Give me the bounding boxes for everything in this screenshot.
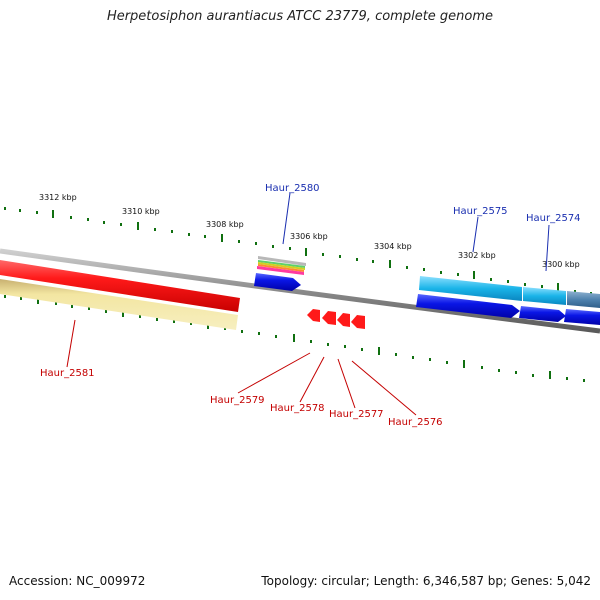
gene-label-haur-2574: Haur_2574	[526, 213, 581, 224]
genome-summary: Topology: circular; Length: 6,346,587 bp…	[261, 574, 591, 588]
gene-haur-2575-arrow[interactable]	[416, 294, 520, 318]
gene-haur-2576-arrow	[351, 315, 365, 329]
label-leaders	[66, 192, 550, 416]
ruler-label: 3306 kbp	[290, 232, 328, 241]
gene-label-haur-2581: Haur_2581	[40, 368, 95, 379]
ruler-label: 3304 kbp	[374, 242, 412, 251]
reverse-gene-cluster[interactable]	[307, 309, 365, 329]
feature-haur-2581-red[interactable]	[0, 260, 240, 312]
gene-haur-2579-arrow	[307, 309, 320, 322]
ruler-labels: 3312 kbp 3310 kbp 3308 kbp 3306 kbp 3304…	[39, 193, 580, 269]
gene-label-haur-2578: Haur_2578	[270, 403, 325, 414]
genome-backbone	[0, 248, 600, 334]
feature-haur-2581-region[interactable]	[0, 279, 238, 330]
ruler-label: 3312 kbp	[39, 193, 77, 202]
ruler-ticks-outer	[4, 207, 592, 295]
ruler-label: 3308 kbp	[206, 220, 244, 229]
gene-right-arrow[interactable]	[564, 309, 600, 325]
map-title: Herpetosiphon aurantiacus ATCC 23779, co…	[106, 9, 494, 24]
gene-haur-2578-arrow	[322, 311, 336, 325]
feature-right-steel[interactable]	[567, 291, 600, 308]
gene-label-haur-2575: Haur_2575	[453, 206, 508, 217]
gene-label-haur-2577: Haur_2577	[329, 409, 384, 420]
feature-haur-2580-stack[interactable]	[257, 256, 306, 275]
feature-haur-2575-cyan[interactable]	[419, 276, 522, 301]
gene-label-haur-2580: Haur_2580	[265, 183, 320, 194]
gene-label-haur-2579: Haur_2579	[210, 395, 265, 406]
ruler-label: 3310 kbp	[122, 207, 160, 216]
gene-labels: Haur_2580 Haur_2575 Haur_2574 Haur_2581 …	[40, 183, 581, 428]
gene-haur-2574-arrow[interactable]	[519, 306, 566, 322]
gene-label-haur-2576: Haur_2576	[388, 417, 443, 428]
feature-haur-2574-cyan[interactable]	[523, 287, 566, 305]
gene-haur-2577-arrow	[337, 313, 350, 327]
accession-text: Accession: NC_009972	[9, 574, 146, 588]
gene-haur-2580-arrow[interactable]	[254, 273, 301, 291]
ruler-ticks-inner	[4, 295, 585, 382]
ruler-label: 3300 kbp	[542, 260, 580, 269]
ruler-label: 3302 kbp	[458, 251, 496, 260]
